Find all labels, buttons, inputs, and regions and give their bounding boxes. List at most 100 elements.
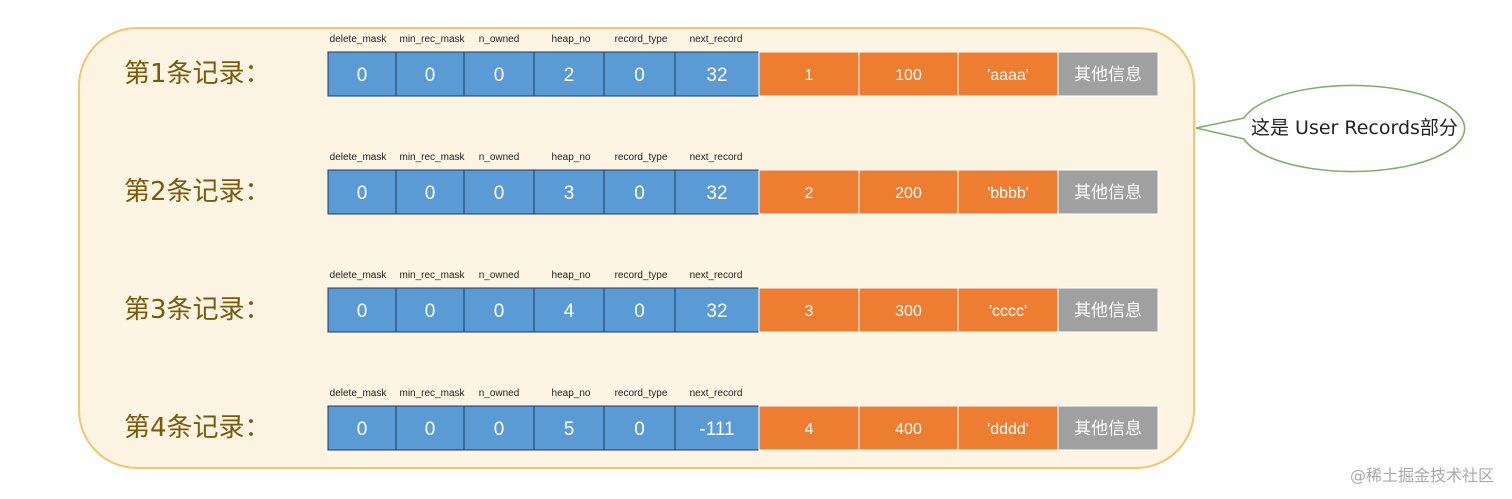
header-cell-value: 32 bbox=[706, 65, 727, 86]
header-cell bbox=[603, 169, 676, 215]
header-cell-value: 0 bbox=[634, 65, 645, 86]
field-name-n-owned: n_owned bbox=[479, 34, 520, 45]
field-name-next-record: next_record bbox=[690, 34, 743, 45]
data-cell bbox=[858, 405, 959, 451]
field-name-min-rec-mask: min_rec_mask bbox=[399, 270, 465, 281]
data-cell-value: 2 bbox=[805, 185, 814, 202]
data-cell bbox=[758, 405, 860, 451]
record-label: 第4条记录： bbox=[124, 413, 271, 443]
header-cell bbox=[395, 287, 465, 333]
header-cell bbox=[603, 405, 676, 451]
extra-info-cell bbox=[1057, 287, 1159, 333]
data-cell bbox=[858, 51, 959, 97]
data-cell-value: 'aaaa' bbox=[987, 67, 1029, 84]
data-cell bbox=[957, 287, 1059, 333]
header-cell-value: 0 bbox=[357, 183, 368, 204]
field-name-next-record: next_record bbox=[690, 152, 743, 163]
header-cell-value: 0 bbox=[494, 301, 505, 322]
field-name-next-record: next_record bbox=[690, 388, 743, 399]
header-cell bbox=[327, 51, 397, 97]
header-cell-value: 3 bbox=[564, 183, 575, 204]
header-cell bbox=[463, 287, 535, 333]
data-cell-value: 100 bbox=[895, 67, 922, 84]
data-cell-value: 300 bbox=[895, 303, 922, 320]
data-cell bbox=[858, 287, 959, 333]
header-cell bbox=[395, 51, 465, 97]
field-name-record-type: record_type bbox=[615, 388, 668, 399]
records-layer: 第1条记录：delete_mask min_rec_mask n_owned heap… bbox=[124, 34, 1159, 451]
header-cell-value: 0 bbox=[357, 301, 368, 322]
extra-info-label: 其他信息 bbox=[1074, 65, 1142, 85]
header-cell-value: 0 bbox=[494, 419, 505, 440]
data-cell-value: 4 bbox=[805, 421, 814, 438]
header-cell-value: 0 bbox=[425, 419, 436, 440]
header-cell-value: 0 bbox=[357, 65, 368, 86]
header-cell bbox=[603, 51, 676, 97]
field-name-n-owned: n_owned bbox=[479, 270, 520, 281]
header-cell-value: 32 bbox=[706, 301, 727, 322]
data-cell-value: 200 bbox=[895, 185, 922, 202]
header-cell-value: 0 bbox=[425, 301, 436, 322]
record-row: 第2条记录： delete_mask min_rec_mask n_owned heap… bbox=[124, 152, 1159, 215]
field-name-heap-no: heap_no bbox=[552, 388, 591, 399]
field-name-record-type: record_type bbox=[615, 34, 668, 45]
record-label: 第2条记录： bbox=[124, 177, 271, 207]
header-cell bbox=[327, 287, 397, 333]
data-cell bbox=[858, 169, 959, 215]
header-cell-value: -111 bbox=[699, 419, 734, 440]
data-cell bbox=[957, 51, 1059, 97]
header-cell bbox=[395, 169, 465, 215]
data-cell-value: 3 bbox=[805, 303, 814, 320]
field-name-n-owned: n_owned bbox=[479, 388, 520, 399]
data-cell-value: 1 bbox=[805, 67, 814, 84]
header-cell bbox=[533, 51, 605, 97]
header-cell-value: 0 bbox=[425, 183, 436, 204]
field-name-delete-mask: delete_mask bbox=[330, 388, 388, 399]
field-name-next-record: next_record bbox=[690, 270, 743, 281]
record-label: 第1条记录： bbox=[124, 59, 271, 89]
data-cell-value: 'cccc' bbox=[989, 303, 1027, 320]
field-name-delete-mask: delete_mask bbox=[330, 34, 388, 45]
header-cell bbox=[533, 169, 605, 215]
data-cell-value: 'dddd' bbox=[987, 421, 1029, 438]
header-cell bbox=[463, 51, 535, 97]
header-cell bbox=[533, 405, 605, 451]
extra-info-cell bbox=[1057, 51, 1159, 97]
data-cell-value: 'bbbb' bbox=[987, 185, 1029, 202]
header-cell-value: 4 bbox=[564, 301, 575, 322]
header-cell bbox=[327, 405, 397, 451]
data-cell-value: 400 bbox=[895, 421, 922, 438]
header-cell-value: 0 bbox=[425, 65, 436, 86]
header-cell bbox=[463, 405, 535, 451]
header-cell-value: 0 bbox=[634, 419, 645, 440]
header-cell-value: 0 bbox=[634, 301, 645, 322]
field-name-heap-no: heap_no bbox=[552, 34, 591, 45]
user-records-panel bbox=[78, 27, 1195, 469]
extra-info-label: 其他信息 bbox=[1074, 419, 1142, 439]
record-label: 第3条记录： bbox=[124, 295, 271, 325]
field-name-heap-no: heap_no bbox=[552, 270, 591, 281]
header-cell-value: 0 bbox=[634, 183, 645, 204]
header-cell bbox=[395, 405, 465, 451]
callout-bubble: 这是 User Records部分 bbox=[1195, 84, 1466, 173]
header-cell-value: 32 bbox=[706, 183, 727, 204]
data-cell bbox=[957, 169, 1059, 215]
header-cell bbox=[603, 287, 676, 333]
data-cell bbox=[957, 405, 1059, 451]
header-cell-value: 2 bbox=[564, 65, 575, 86]
header-cell bbox=[327, 169, 397, 215]
header-cell bbox=[674, 287, 760, 333]
extra-info-cell bbox=[1057, 405, 1159, 451]
extra-info-label: 其他信息 bbox=[1074, 183, 1142, 203]
header-cell-value: 5 bbox=[564, 419, 575, 440]
record-row: 第4条记录： delete_mask min_rec_mask n_owned heap… bbox=[124, 388, 1159, 451]
header-cell bbox=[533, 287, 605, 333]
field-name-delete-mask: delete_mask bbox=[330, 152, 388, 163]
field-name-delete-mask: delete_mask bbox=[330, 270, 388, 281]
header-cell-value: 0 bbox=[494, 65, 505, 86]
callout-bubble-shape bbox=[1195, 84, 1466, 173]
field-name-min-rec-mask: min_rec_mask bbox=[399, 388, 465, 399]
watermark: @稀土掘金技术社区 bbox=[1349, 466, 1494, 485]
data-cell bbox=[758, 169, 860, 215]
